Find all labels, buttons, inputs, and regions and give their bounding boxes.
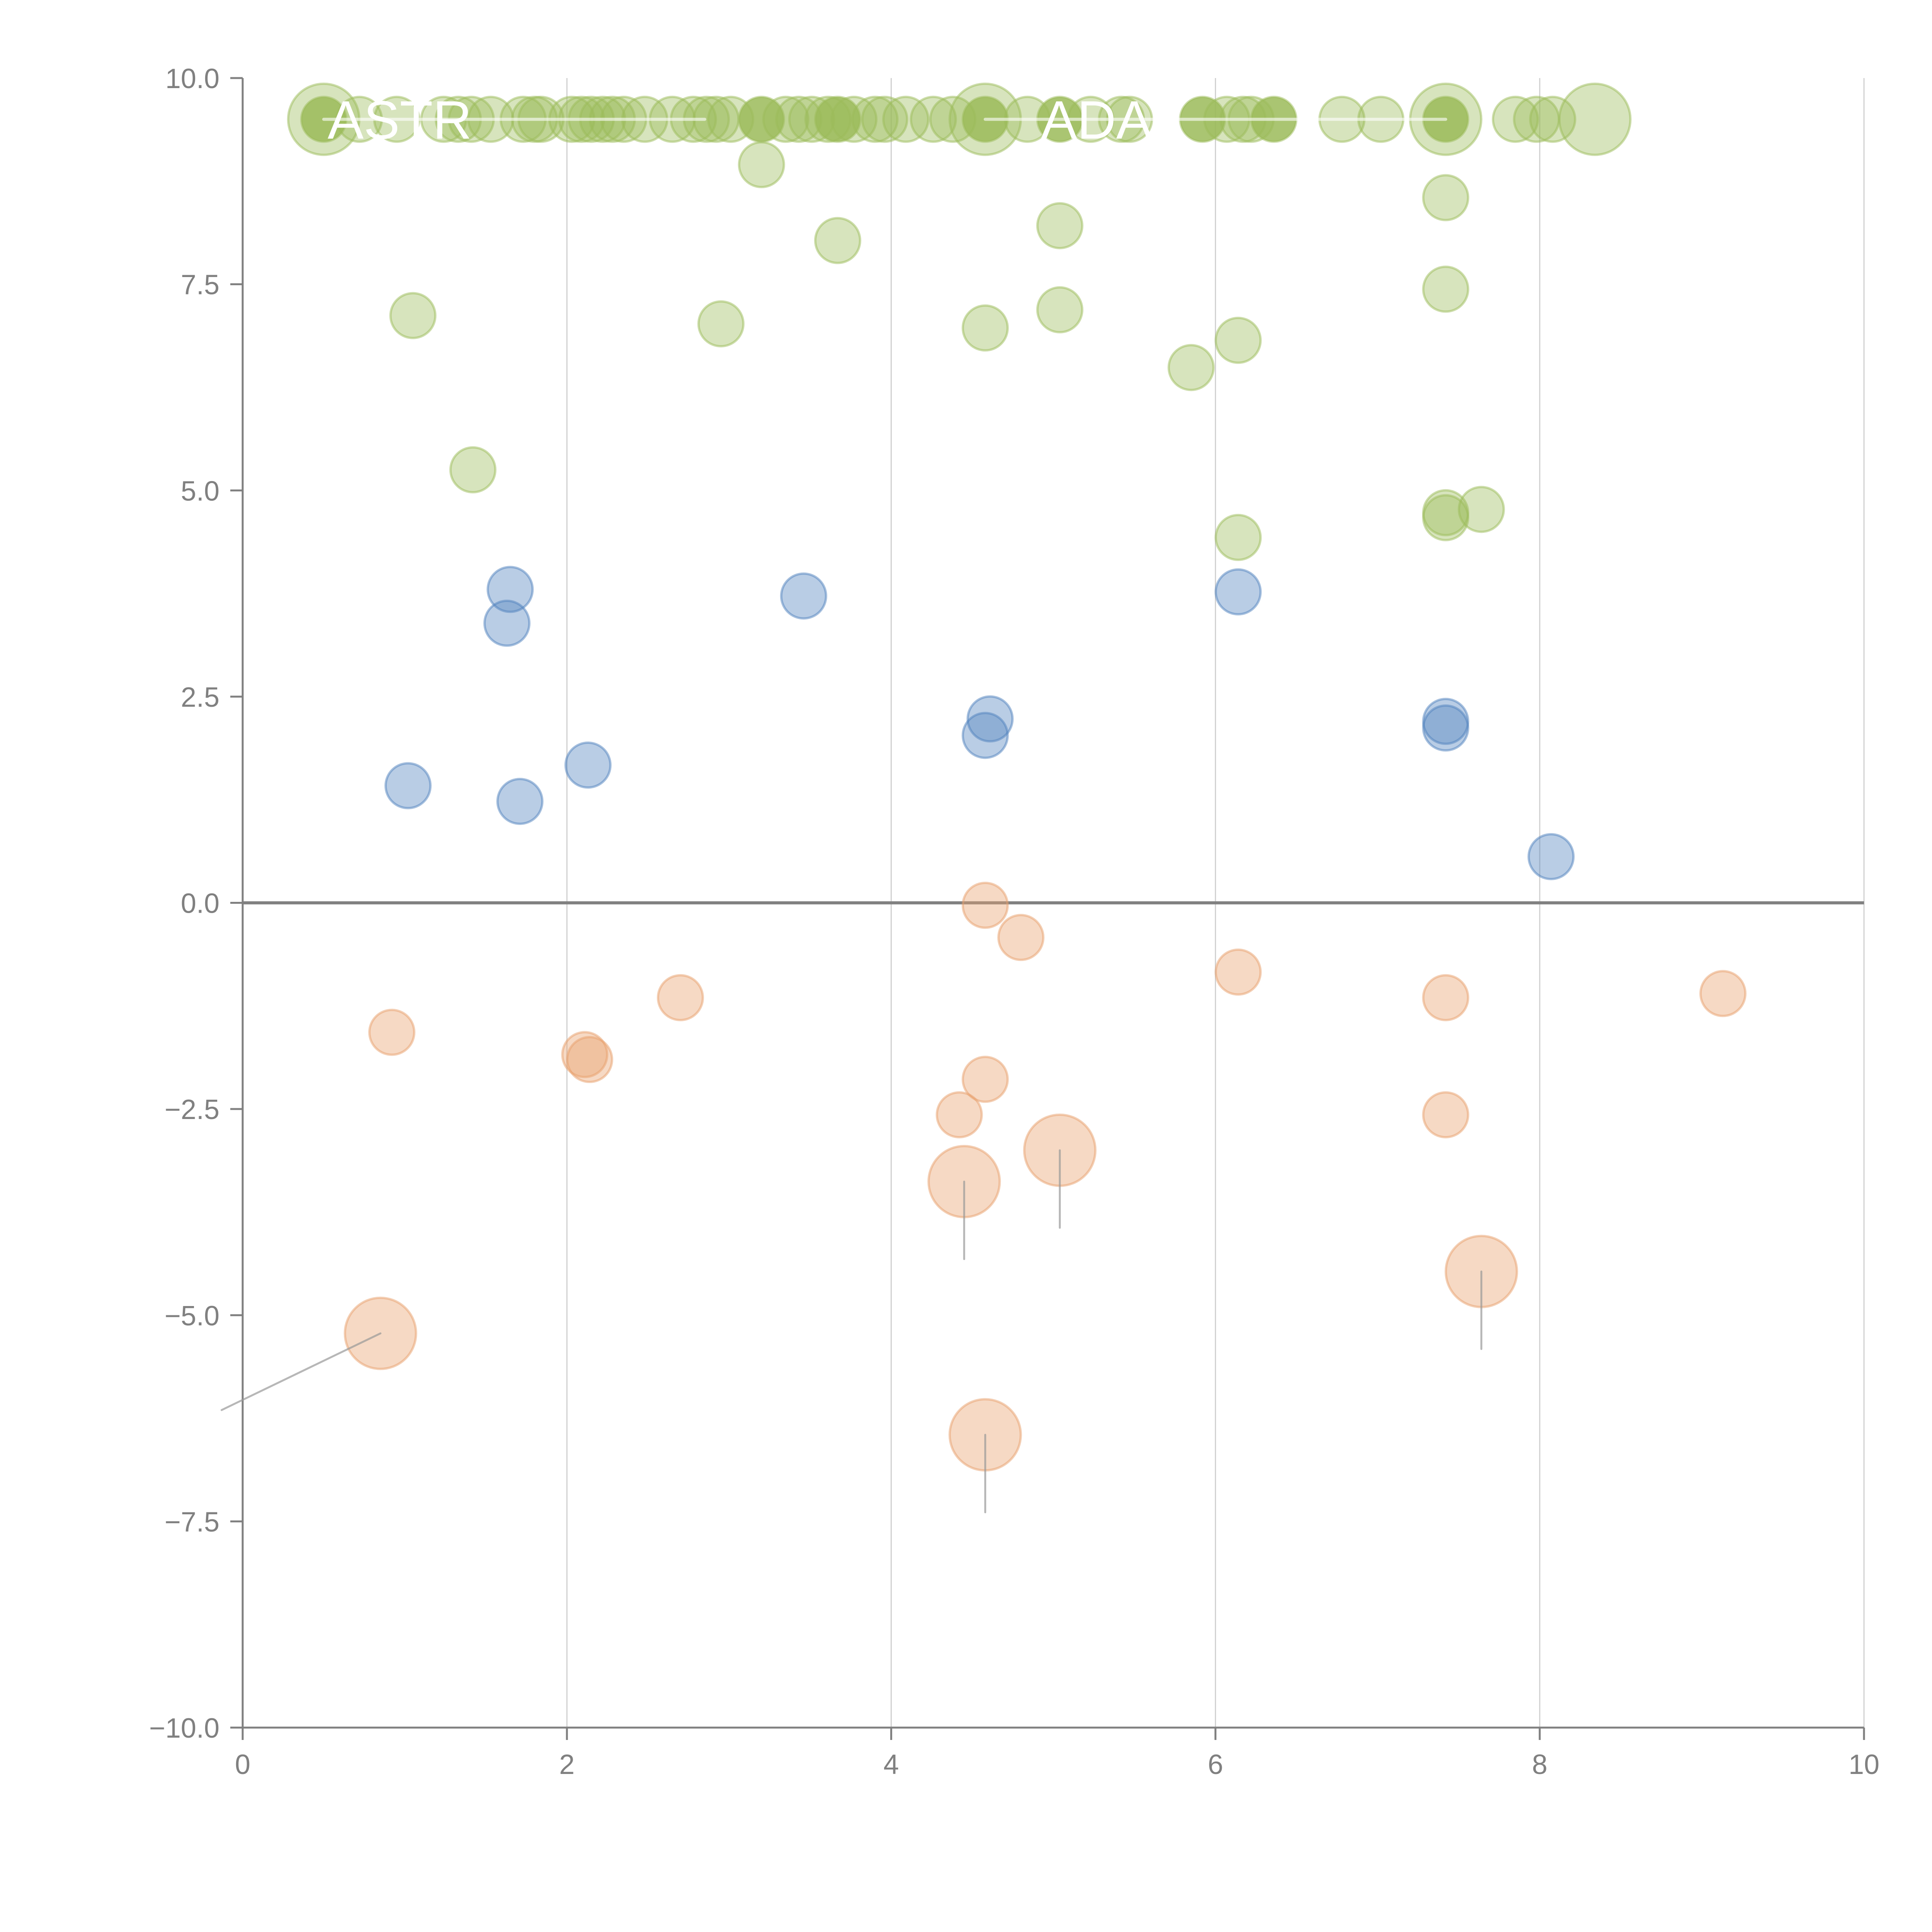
x-tick-label: 10 bbox=[1849, 1749, 1879, 1780]
green-point bbox=[697, 300, 745, 348]
green-point bbox=[1422, 174, 1469, 221]
green-point bbox=[910, 95, 957, 143]
green-point bbox=[814, 95, 861, 143]
orange-point bbox=[1699, 970, 1747, 1017]
orange-point bbox=[961, 1056, 1009, 1103]
green-point bbox=[882, 95, 930, 143]
green-point bbox=[861, 95, 908, 143]
orange-point bbox=[935, 1091, 983, 1139]
blue-point bbox=[486, 566, 534, 613]
blue-point bbox=[384, 762, 432, 810]
y-tick-label: −7.5 bbox=[165, 1507, 219, 1537]
annotation-label: ASTR bbox=[328, 90, 472, 150]
green-point bbox=[1036, 202, 1083, 250]
leader-line bbox=[220, 1332, 382, 1411]
orange-point bbox=[1422, 1091, 1469, 1139]
green-point bbox=[1529, 95, 1577, 143]
green-point bbox=[1458, 486, 1505, 533]
green-point bbox=[389, 292, 437, 339]
orange-point bbox=[566, 1036, 613, 1083]
green-point bbox=[738, 141, 785, 189]
x-tick-label: 2 bbox=[559, 1749, 575, 1780]
green-point bbox=[1214, 316, 1262, 364]
y-tick-label: −2.5 bbox=[165, 1094, 219, 1125]
orange-point bbox=[368, 1009, 416, 1056]
label-leader-lines bbox=[220, 117, 1483, 1514]
axes: 0 2 4 6 8 10 −10.0 −7.5 −5.0 −2.5 0.0 2.5 5.0 7.5 10.0 bbox=[149, 63, 1879, 1780]
data-points bbox=[287, 82, 1747, 1472]
green-point bbox=[814, 217, 861, 264]
blue-point bbox=[966, 695, 1014, 743]
blue-point bbox=[483, 599, 531, 647]
orange-point bbox=[1422, 974, 1469, 1021]
y-tick-label: 5.0 bbox=[181, 476, 219, 507]
y-tick-label: −10.0 bbox=[149, 1713, 219, 1744]
orange-point bbox=[1214, 948, 1262, 996]
green-point bbox=[1167, 344, 1215, 391]
green-point bbox=[449, 446, 497, 493]
green-point bbox=[1214, 514, 1262, 561]
green-point bbox=[1422, 265, 1469, 313]
blue-point bbox=[780, 572, 827, 620]
y-tick-label: 0.0 bbox=[181, 888, 219, 919]
green-point bbox=[1036, 286, 1083, 333]
x-tick-label: 6 bbox=[1208, 1749, 1223, 1780]
annotation-label: ADA bbox=[1041, 90, 1152, 150]
y-tick-label: −5.0 bbox=[165, 1301, 219, 1332]
blue-point bbox=[1527, 833, 1575, 880]
green-point bbox=[1492, 95, 1539, 143]
blue-point bbox=[961, 712, 1009, 759]
green-point bbox=[1558, 82, 1632, 156]
x-tick-label: 0 bbox=[235, 1749, 250, 1780]
annotation-labels: ASTR ADA bbox=[328, 90, 1153, 150]
x-tick-label: 8 bbox=[1532, 1749, 1548, 1780]
blue-point bbox=[496, 777, 544, 825]
orange-point bbox=[997, 914, 1045, 961]
orange-point bbox=[656, 974, 704, 1021]
y-tick-label: 10.0 bbox=[165, 63, 219, 94]
orange-point bbox=[961, 881, 1009, 929]
blue-point bbox=[1422, 697, 1469, 745]
green-point bbox=[762, 95, 810, 143]
x-tick-label: 4 bbox=[883, 1749, 899, 1780]
y-tick-label: 7.5 bbox=[181, 270, 219, 301]
blue-point bbox=[564, 742, 612, 789]
blue-point bbox=[1214, 568, 1262, 616]
y-tick-label: 2.5 bbox=[181, 682, 219, 713]
green-point bbox=[961, 304, 1009, 352]
green-point bbox=[1422, 489, 1469, 536]
